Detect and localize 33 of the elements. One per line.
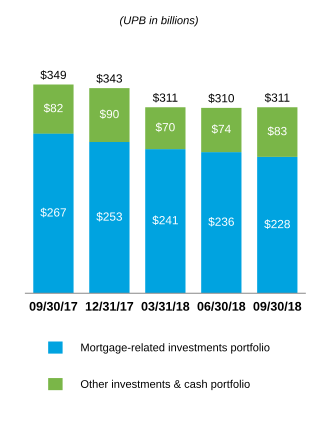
bar: [201, 108, 242, 152]
bar: [89, 88, 130, 142]
bar: [257, 156, 298, 294]
bar: [89, 142, 130, 294]
total-label: $310: [208, 94, 234, 104]
bar: [257, 107, 298, 157]
x-tick-label: 06/30/18: [197, 302, 246, 311]
total-label: $311: [264, 92, 290, 103]
data-label: $90: [100, 109, 119, 119]
x-tick-label: 09/30/18: [253, 302, 302, 311]
total-label: $343: [96, 74, 122, 84]
bar: [145, 107, 186, 150]
legend-label: Mortgage-related investments portfolio: [81, 343, 270, 354]
x-tick-label: 12/31/17: [86, 302, 134, 311]
data-label: $74: [212, 124, 231, 134]
chart-subtitle: (UPB in billions): [120, 16, 198, 26]
data-label: $82: [44, 103, 63, 113]
data-label: $267: [40, 208, 66, 218]
bar: [33, 84, 74, 134]
bar: [145, 149, 186, 294]
bar: [33, 134, 74, 294]
legend-label: Other investments & cash portfolio: [80, 380, 250, 390]
data-label: $241: [152, 216, 178, 226]
data-label: $228: [264, 219, 290, 229]
bar: [201, 152, 242, 294]
x-tick-label: 03/31/18: [142, 302, 190, 311]
data-label: $253: [96, 212, 122, 222]
data-label: $83: [268, 126, 287, 136]
total-label: $311: [152, 92, 178, 103]
x-tick-label: 09/30/17: [30, 302, 78, 311]
data-label: $236: [208, 217, 234, 227]
data-label: $70: [156, 122, 175, 132]
total-label: $349: [40, 70, 66, 80]
